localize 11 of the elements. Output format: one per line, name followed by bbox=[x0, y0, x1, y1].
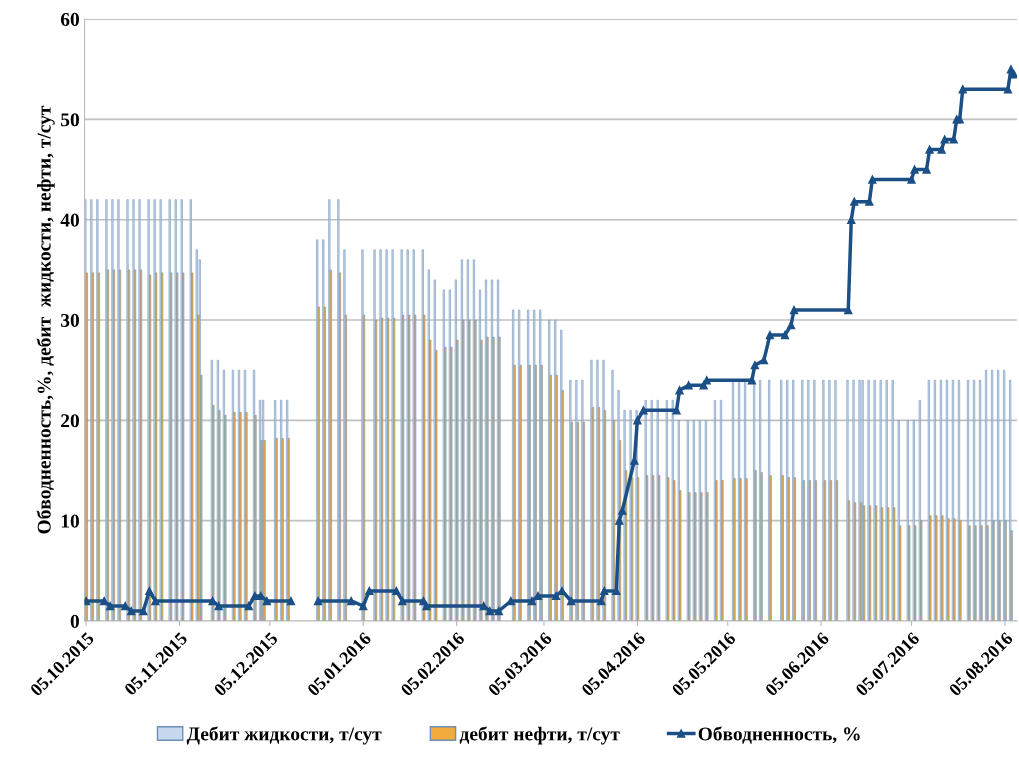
legend-label: дебит нефти, т/сут bbox=[459, 726, 620, 745]
y-tick-label: 40 bbox=[60, 213, 79, 227]
y-tick-label: 60 bbox=[60, 12, 79, 26]
y-axis-title: Обводненность,%, дебит жидкости, нефти, т/сут bbox=[36, 105, 55, 534]
y-tick-label: 0 bbox=[70, 614, 79, 628]
y-tick-label: 20 bbox=[61, 414, 79, 428]
legend-label: Дебит жидкости, т/сут bbox=[186, 726, 382, 745]
legend-label: Обводненность, % bbox=[698, 726, 860, 744]
y-tick-label: 50 bbox=[61, 113, 79, 127]
y-tick-label: 30 bbox=[61, 313, 79, 327]
y-tick-label: 10 bbox=[61, 514, 79, 528]
